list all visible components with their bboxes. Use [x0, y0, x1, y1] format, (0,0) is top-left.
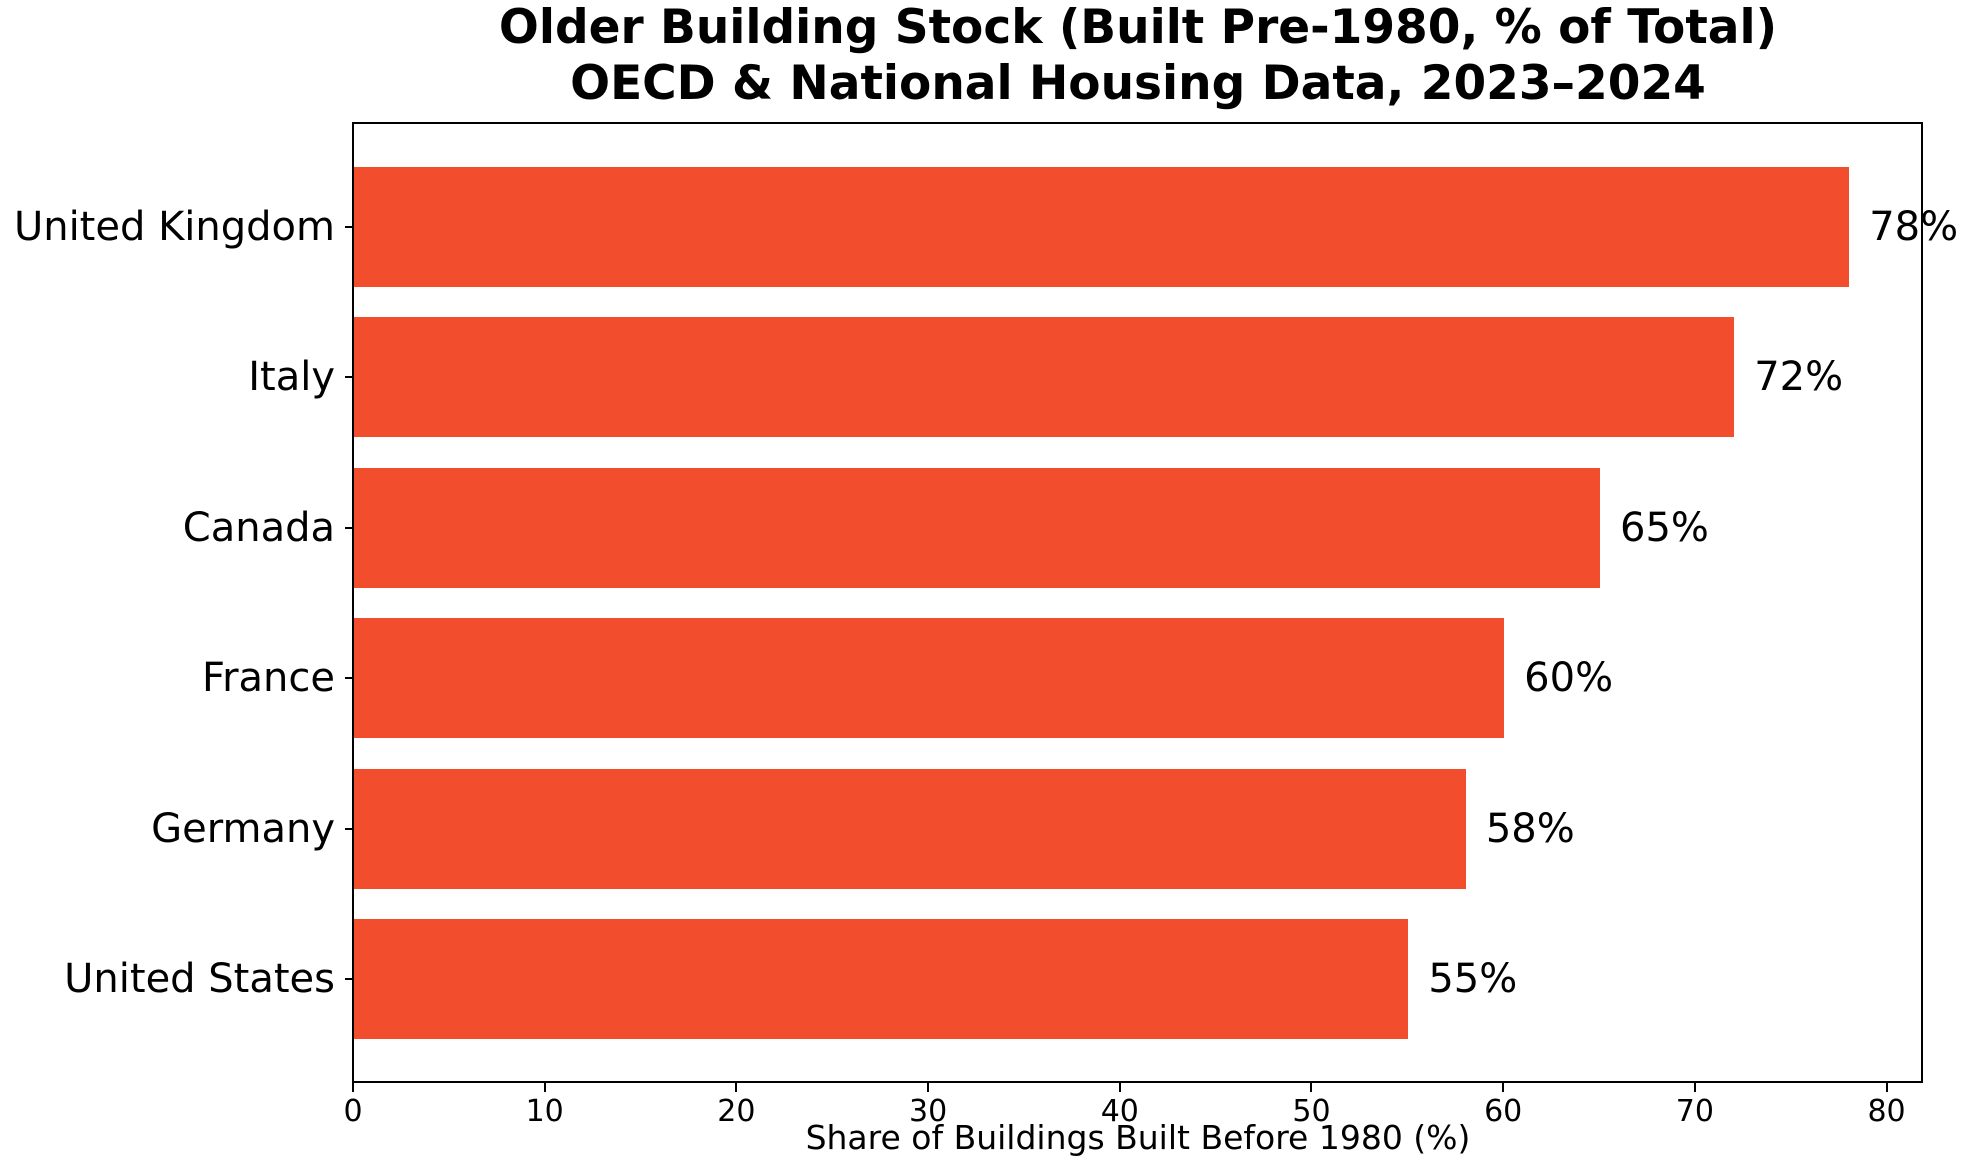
- y-axis-tick: [345, 827, 353, 830]
- bar: [354, 768, 1466, 889]
- bar: [354, 317, 1735, 438]
- x-axis-tick-label: 50: [1292, 1094, 1331, 1129]
- bar-value-label: 60%: [1524, 655, 1614, 702]
- x-axis-tick-label: 80: [1867, 1094, 1906, 1129]
- x-axis-tick: [927, 1083, 930, 1092]
- x-axis-tick: [1118, 1083, 1121, 1092]
- bar-value-label: 58%: [1485, 805, 1575, 852]
- x-axis-tick: [543, 1083, 546, 1092]
- x-axis-tick-label: 30: [908, 1094, 948, 1129]
- x-axis-tick: [735, 1083, 738, 1092]
- x-axis-tick-label: 20: [717, 1094, 756, 1129]
- y-axis-tick: [345, 226, 353, 228]
- x-axis-tick: [1885, 1083, 1888, 1092]
- bar: [354, 467, 1601, 588]
- x-axis-tick-label: 70: [1675, 1094, 1714, 1129]
- x-axis-tick: [1310, 1083, 1313, 1092]
- y-axis-tick: [345, 376, 353, 379]
- y-axis-category-label: United Kingdom: [13, 204, 335, 250]
- bar-value-label: 65%: [1620, 504, 1709, 551]
- y-axis-category-label: Canada: [182, 504, 335, 551]
- y-axis-category-label: Italy: [248, 354, 335, 401]
- chart-subtitle: OECD & National Housing Data, 2023–2024: [570, 56, 1706, 111]
- x-axis-tick: [1693, 1083, 1696, 1092]
- chart-title: Older Building Stock (Built Pre-1980, % …: [498, 0, 1778, 55]
- x-axis-tick: [352, 1083, 354, 1092]
- bar: [354, 919, 1409, 1039]
- x-axis-tick: [1502, 1083, 1505, 1092]
- y-axis-tick: [345, 978, 353, 980]
- bar: [354, 618, 1505, 739]
- y-axis-tick: [345, 677, 353, 680]
- x-axis-label: Share of Buildings Built Before 1980 (%): [805, 1118, 1471, 1157]
- x-axis-tick-label: 10: [525, 1094, 564, 1129]
- bar-value-label: 72%: [1754, 354, 1844, 401]
- y-axis-category-label: United States: [64, 956, 335, 1002]
- y-axis-category-label: France: [201, 655, 335, 702]
- bar-value-label: 78%: [1869, 204, 1959, 250]
- x-axis-tick-label: 60: [1484, 1094, 1523, 1129]
- x-axis-tick-label: 0: [343, 1094, 363, 1129]
- y-axis-category-label: Germany: [151, 805, 335, 852]
- y-axis-tick: [345, 526, 353, 529]
- plot-area: [352, 122, 1923, 1083]
- x-axis-tick-label: 40: [1100, 1094, 1139, 1129]
- bar-value-label: 55%: [1428, 956, 1518, 1002]
- bar: [354, 167, 1850, 287]
